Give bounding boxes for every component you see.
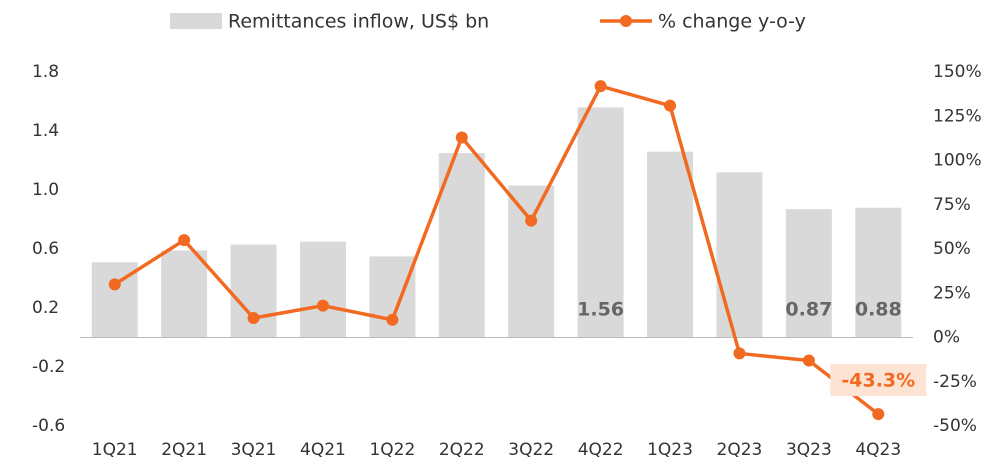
line-marker <box>733 347 746 360</box>
y2-tick-label: 75% <box>933 195 971 215</box>
bar <box>508 185 555 338</box>
legend-marker <box>620 15 632 27</box>
y-tick-label: 0.6 <box>32 239 59 259</box>
data-label: -43.3% <box>841 370 915 392</box>
y-tick-label: -0.6 <box>32 416 65 436</box>
data-label-bg <box>830 364 927 396</box>
y2-tick-label: 100% <box>933 151 982 171</box>
legend-swatch <box>170 13 222 29</box>
data-label: 0.87 <box>785 299 832 321</box>
x-tick-label: 1Q22 <box>369 440 415 460</box>
legend-label: Remittances inflow, US$ bn <box>228 11 489 33</box>
bar <box>647 151 694 338</box>
bar <box>161 250 208 338</box>
y2-tick-label: 25% <box>933 283 971 303</box>
data-label: 1.56 <box>577 299 624 321</box>
x-tick-label: 4Q21 <box>300 440 346 460</box>
bar <box>785 209 832 338</box>
y-tick-label: 1.0 <box>32 180 59 200</box>
line-marker <box>316 299 329 312</box>
y-tick-label: 0.2 <box>32 298 59 318</box>
x-tick-label: 2Q22 <box>439 440 485 460</box>
legend-label: % change y-o-y <box>658 11 806 33</box>
line-marker <box>386 313 399 326</box>
y2-tick-label: 125% <box>933 106 982 126</box>
y2-tick-label: -50% <box>933 416 977 436</box>
x-tick-label: 3Q22 <box>508 440 554 460</box>
y2-tick-label: 150% <box>933 62 982 82</box>
line <box>113 84 880 416</box>
x-tick-label: 2Q23 <box>717 440 763 460</box>
x-tick-label: 3Q23 <box>786 440 832 460</box>
y-tick-label: -0.2 <box>32 357 65 377</box>
x-tick-label: 2Q21 <box>161 440 207 460</box>
bar <box>855 207 902 338</box>
line-marker <box>525 214 538 227</box>
x-tick-label: 1Q21 <box>92 440 138 460</box>
y-tick-label: 1.8 <box>32 62 59 82</box>
line-marker <box>247 312 260 325</box>
x-tick-label: 4Q22 <box>578 440 624 460</box>
line-marker <box>108 278 121 291</box>
line-marker <box>178 234 191 247</box>
bar <box>577 107 624 338</box>
line-marker <box>594 80 607 93</box>
line-marker <box>872 408 885 421</box>
line-marker <box>455 131 468 144</box>
y2-tick-label: 0% <box>933 328 960 348</box>
bar <box>438 153 485 338</box>
line-marker <box>664 99 677 112</box>
line-marker <box>802 354 815 367</box>
y2-tick-label: -25% <box>933 372 977 392</box>
y2-tick-label: 50% <box>933 239 971 259</box>
data-label: 0.88 <box>855 299 902 321</box>
x-tick-label: 1Q23 <box>647 440 693 460</box>
x-tick-label: 4Q23 <box>855 440 901 460</box>
bar <box>299 241 346 338</box>
x-tick-label: 3Q21 <box>231 440 277 460</box>
y-tick-label: 1.4 <box>32 121 59 141</box>
bar <box>716 172 763 338</box>
